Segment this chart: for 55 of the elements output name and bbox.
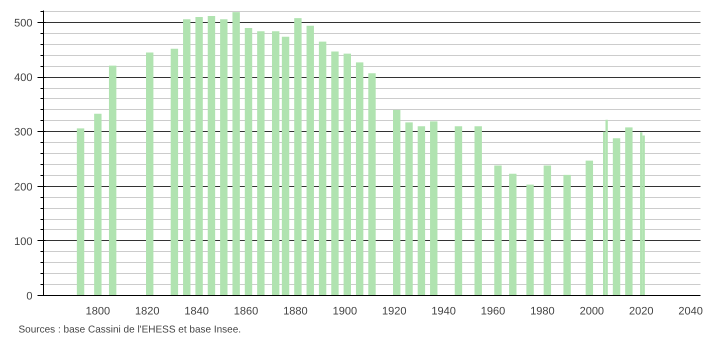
bar	[586, 160, 594, 296]
y-tick-label: 400	[14, 72, 33, 84]
bar	[94, 114, 102, 296]
bar	[272, 31, 280, 296]
bar	[220, 19, 228, 296]
bar	[232, 12, 240, 296]
bar	[208, 16, 216, 296]
bar	[318, 42, 326, 296]
bar	[405, 122, 413, 296]
bar	[76, 128, 84, 296]
x-tick-label: 1980	[530, 306, 555, 318]
y-tick-label: 300	[14, 126, 33, 139]
x-tick-label: 1860	[234, 306, 258, 318]
x-tick-label: 1920	[382, 306, 406, 318]
bar	[418, 126, 426, 296]
x-tick-label: 1940	[431, 306, 456, 318]
bar	[331, 51, 339, 296]
bar	[257, 31, 265, 296]
bar	[356, 62, 364, 296]
bar	[170, 48, 178, 296]
bar	[183, 19, 190, 296]
bar	[294, 18, 302, 296]
bar	[108, 66, 116, 296]
bar	[625, 127, 633, 296]
bar	[195, 17, 203, 296]
x-tick-label: 1840	[184, 306, 209, 318]
bar	[146, 52, 154, 296]
x-tick-label: 1820	[135, 306, 160, 318]
bar	[494, 166, 502, 296]
bar	[526, 184, 534, 296]
x-tick-label: 1900	[332, 306, 358, 318]
bar	[430, 121, 438, 296]
y-tick-label: 500	[14, 18, 33, 30]
x-tick-label: 1960	[480, 306, 506, 318]
bar	[544, 166, 552, 296]
bar	[282, 36, 290, 296]
x-tick-label: 2040	[678, 306, 703, 318]
x-tick-label: 2020	[628, 306, 654, 318]
y-tick-label: 0	[26, 290, 33, 302]
source-note: Sources : base Cassini de l'EHESS et base Insee.	[18, 324, 242, 336]
bar	[454, 126, 462, 296]
y-tick-label: 200	[14, 181, 33, 194]
bar	[392, 110, 400, 296]
bar	[306, 26, 314, 296]
bar	[344, 54, 352, 296]
bar	[368, 73, 376, 296]
bar	[509, 174, 516, 296]
bar	[612, 138, 620, 296]
x-tick-label: 2000	[580, 306, 604, 318]
bar	[244, 28, 252, 296]
x-tick-label: 1800	[86, 306, 110, 318]
x-tick-label: 1880	[283, 306, 308, 318]
bar	[474, 126, 482, 296]
y-tick-label: 100	[14, 236, 33, 248]
bar	[563, 174, 571, 296]
